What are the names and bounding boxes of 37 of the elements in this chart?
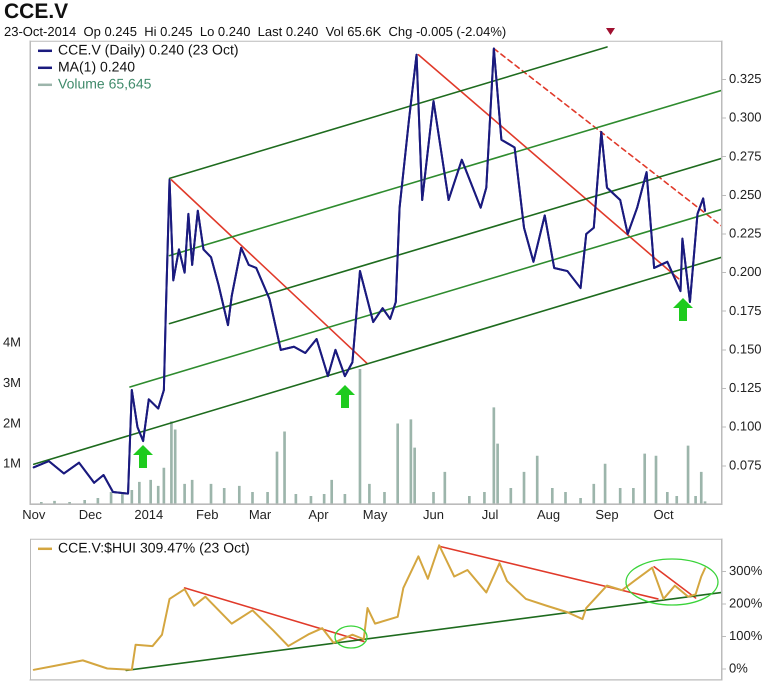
y-tick-label: 0.225 (729, 226, 762, 241)
chart-title: CCE.V (4, 0, 68, 24)
y-tick-label: 0.325 (729, 71, 762, 86)
y2-tick-label: 4M (2, 334, 21, 350)
x-tick-label: Jul (482, 506, 498, 522)
y2-tick-label: 2M (2, 415, 21, 430)
y-tick-label: 0.150 (729, 341, 762, 356)
x-tick-label: Oct (653, 506, 674, 522)
chart-subtitle: 23-Oct-2014 Op 0.245 Hi 0.245 Lo 0.240 Last 0.240 Vol 65.6K Chg -0.005 (-2.04%) (4, 24, 506, 39)
y-tick-label: 300% (729, 562, 763, 578)
x-tick-label: Sep (595, 506, 619, 522)
x-tick-label: Aug (536, 506, 560, 522)
y-tick-label: 0.275 (729, 148, 762, 164)
x-tick-label: Mar (248, 506, 272, 522)
y-tick-label: 0.250 (729, 186, 762, 202)
x-tick-label: Feb (196, 506, 218, 522)
y2-tick-label: 3M (2, 375, 21, 390)
x-tick-label: 2014 (134, 506, 164, 522)
y2-tick-label: 1M (2, 456, 21, 471)
y-tick-label: 0.200 (729, 264, 762, 280)
y-tick-label: 100% (729, 628, 763, 643)
y-tick-label: 200% (729, 595, 763, 610)
y-tick-label: 0.100 (729, 418, 762, 434)
x-tick-label: Jun (423, 506, 444, 522)
y-tick-label: 0.075 (729, 457, 762, 472)
y-tick-label: 0% (729, 660, 748, 676)
y-tick-label: 0.300 (729, 110, 762, 125)
legend-label: CCE.V (Daily) 0.240 (23 Oct) (58, 42, 238, 58)
y-tick-label: 0.125 (729, 380, 762, 396)
x-tick-label: Dec (78, 506, 102, 522)
x-tick-label: Nov (22, 506, 46, 522)
legend-label: MA(1) 0.240 (58, 58, 136, 75)
legend-label: Volume 65,645 (58, 76, 152, 92)
y-tick-label: 0.175 (729, 302, 762, 318)
x-tick-label: May (362, 506, 388, 522)
x-tick-label: Apr (308, 506, 330, 522)
legend-label: CCE.V:$HUI 309.47% (23 Oct) (58, 540, 250, 556)
